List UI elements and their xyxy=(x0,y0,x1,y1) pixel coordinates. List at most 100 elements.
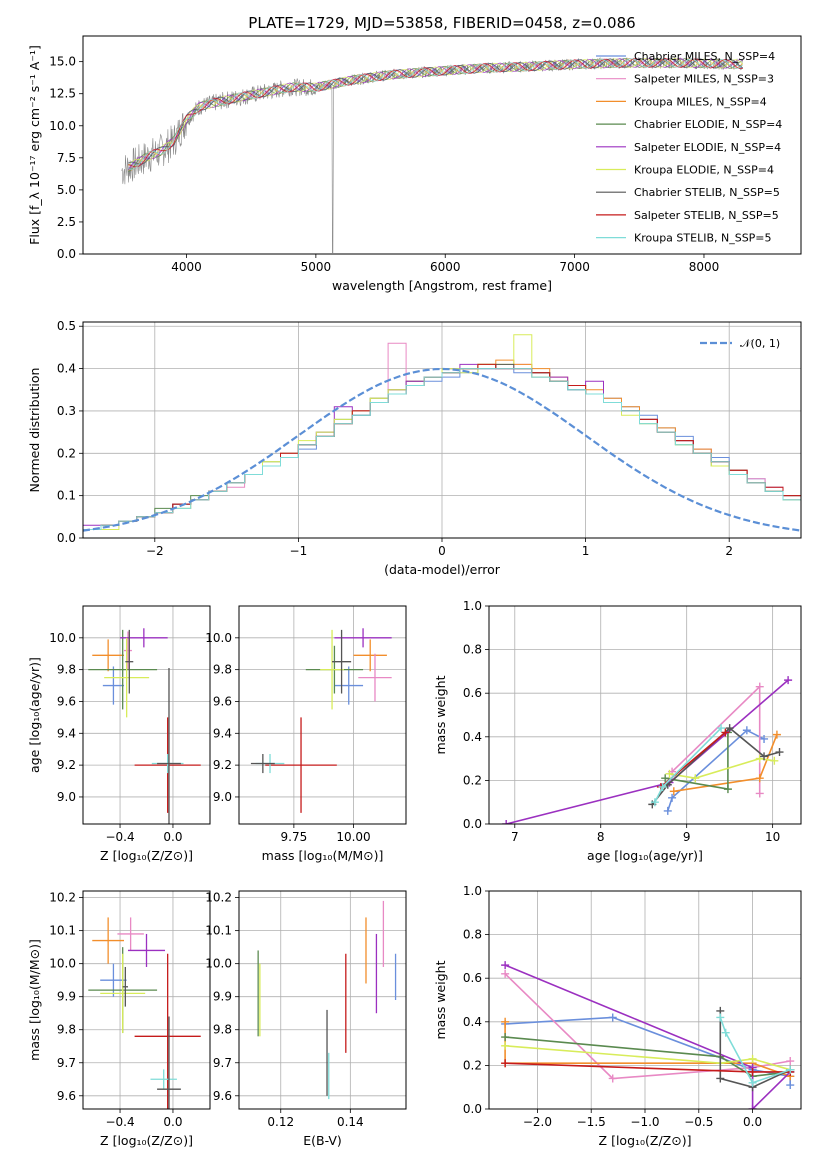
x-tick-label: 7000 xyxy=(559,260,590,274)
x-axis-label: Z [log₁₀(Z/Z⊙)] xyxy=(100,848,193,863)
x-tick-label: 0.0 xyxy=(163,830,182,844)
weight-marker xyxy=(502,820,511,824)
x-tick-label: −1.0 xyxy=(630,1115,659,1129)
weight-marker xyxy=(669,787,678,796)
data-point-0 xyxy=(334,666,364,705)
weight-marker xyxy=(665,769,674,778)
weight-marker xyxy=(748,1054,757,1063)
y-tick-label: 2.5 xyxy=(57,215,76,229)
normal-curve xyxy=(83,367,801,532)
y-tick-label: 0.4 xyxy=(463,730,482,744)
plot-area xyxy=(250,628,392,813)
weight-line-3 xyxy=(505,1036,791,1078)
data-point-6 xyxy=(125,629,134,694)
y-tick-label: 10.0 xyxy=(205,631,232,645)
legend-entry: Salpeter STELIB, N_SSP=5 xyxy=(634,209,779,222)
legend-entry: Chabrier MILES, N_SSP=4 xyxy=(634,50,775,63)
x-tick-label: 1 xyxy=(582,544,590,558)
weight-marker xyxy=(663,806,672,815)
y-tick-label: 10.1 xyxy=(49,924,76,938)
y-axis-label: mass weight xyxy=(433,675,448,754)
chart-1: −2 −1 0 1 2 0.0 0.1 0.2 0.3 0.4 0.5 (data-model)/er… xyxy=(27,319,802,577)
observed-spectrum xyxy=(121,56,744,253)
y-tick-label: 9.6 xyxy=(57,694,76,708)
y-tick-label: 0.4 xyxy=(57,362,76,376)
legend-entry: Kroupa STELIB, N_SSP=5 xyxy=(634,232,772,245)
weight-marker xyxy=(716,1074,725,1083)
weight-line-8 xyxy=(654,727,722,803)
weight-marker xyxy=(721,728,730,737)
chart-4: 7 8 9 10 0.0 0.2 0.4 0.6 0.8 1.0 age [log₁₀(age/yr… xyxy=(433,599,802,863)
data-point-0 xyxy=(102,666,125,705)
chart-0: 4000 5000 6000 7000 8000 0.0 2.5 5.0 7.5 10.0 12.5… xyxy=(27,14,802,293)
plot-area xyxy=(502,676,793,824)
weight-line-0 xyxy=(667,729,765,812)
x-tick-label: 8000 xyxy=(689,260,720,274)
x-axis-label: Z [log₁₀(Z/Z⊙)] xyxy=(100,1133,193,1148)
weight-marker xyxy=(755,789,764,798)
axes-frame xyxy=(82,35,802,255)
y-tick-label: 0.2 xyxy=(57,446,76,460)
x-tick-label: −0.4 xyxy=(105,830,134,844)
weight-marker xyxy=(691,774,700,783)
legend-entry: Kroupa MILES, N_SSP=4 xyxy=(634,95,767,108)
y-tick-label: 10.2 xyxy=(49,891,76,905)
weight-marker xyxy=(725,724,734,733)
weight-marker xyxy=(770,756,779,765)
x-tick-label: 0.0 xyxy=(163,1115,182,1129)
data-point-2 xyxy=(358,653,392,702)
weight-marker xyxy=(742,726,751,735)
data-point-9 xyxy=(157,1016,181,1109)
weight-marker xyxy=(501,1041,510,1050)
weight-marker xyxy=(717,724,726,733)
y-tick-label: 10.0 xyxy=(49,957,76,971)
x-tick-label: −0.4 xyxy=(105,1115,134,1129)
y-tick-label: 0.8 xyxy=(463,643,482,657)
y-tick-label: 0.8 xyxy=(463,928,482,942)
weight-marker xyxy=(608,1013,617,1022)
weight-marker xyxy=(755,774,764,783)
weight-marker xyxy=(501,1017,510,1026)
weight-marker xyxy=(786,1065,795,1074)
data-point-4 xyxy=(334,628,392,648)
weight-marker xyxy=(748,1105,757,1109)
y-tick-label: 0.0 xyxy=(57,531,76,545)
axes-frame xyxy=(488,605,802,825)
plot-area xyxy=(501,961,795,1109)
y-axis-label: Flux [f_λ 10⁻¹⁷ erg cm⁻² s⁻¹ A⁻¹] xyxy=(27,45,42,245)
x-axis-label: Z [log₁₀(Z/Z⊙)] xyxy=(599,1133,692,1148)
y-tick-label: 9.8 xyxy=(57,663,76,677)
x-tick-label: 0.12 xyxy=(267,1115,294,1129)
legend-entry: Chabrier STELIB, N_SSP=5 xyxy=(634,186,780,199)
x-tick-label: 5000 xyxy=(301,260,332,274)
x-axis-label: mass [log₁₀(M/M⊙)] xyxy=(262,848,384,863)
weight-line-4 xyxy=(506,679,789,824)
weight-marker xyxy=(661,774,670,783)
y-tick-label: 0.2 xyxy=(463,1058,482,1072)
weight-marker xyxy=(501,961,510,970)
x-axis-label: E(B-V) xyxy=(303,1133,342,1148)
weight-marker xyxy=(501,1059,510,1068)
x-tick-label: 4000 xyxy=(171,260,202,274)
data-point-6 xyxy=(122,966,128,1007)
legend-entry: Kroupa ELODIE, N_SSP=4 xyxy=(634,164,774,177)
axes-frame xyxy=(238,890,407,1110)
weight-marker xyxy=(748,1067,757,1076)
y-tick-label: 10.0 xyxy=(205,957,232,971)
plot-area xyxy=(88,917,201,1109)
y-tick-label: 0.0 xyxy=(463,1102,482,1116)
x-tick-label: 9.75 xyxy=(281,830,308,844)
y-tick-label: 9.4 xyxy=(57,726,76,740)
x-tick-label: −2.0 xyxy=(523,1115,552,1129)
weight-marker xyxy=(716,1013,725,1022)
plot-area xyxy=(121,56,744,253)
weight-line-4 xyxy=(504,964,791,1109)
weight-marker xyxy=(772,730,781,739)
chart-5: −0.4 0.0 9.6 9.7 9.8 9.9 10.0 10.1 10.2 Z [log₁₀(… xyxy=(27,890,211,1148)
y-tick-label: 9.8 xyxy=(213,663,232,677)
y-axis-label: mass [log₁₀(M/M⊙)] xyxy=(27,939,42,1061)
x-tick-label: −2 xyxy=(146,544,164,558)
plot-area xyxy=(88,628,201,824)
y-tick-label: 10.0 xyxy=(49,119,76,133)
model-spectrum-6 xyxy=(128,58,744,165)
